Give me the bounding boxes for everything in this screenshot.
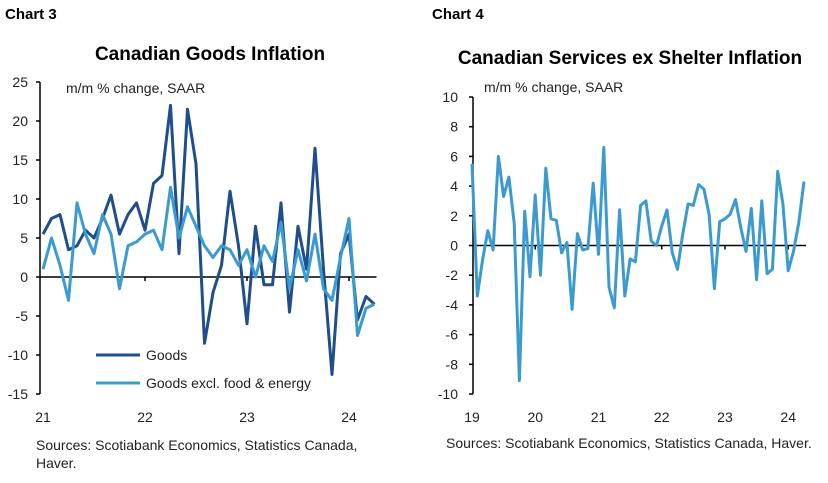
chart3-label: Chart 3 <box>5 6 57 23</box>
legend-label: Goods excl. food & energy <box>146 375 311 391</box>
chart4-y-tick-label: 6 <box>450 148 458 164</box>
chart3-y-tick-label: 15 <box>12 152 28 168</box>
chart3-subtitle: m/m % change, SAAR <box>66 80 205 96</box>
chart4-y-tick-label: -4 <box>446 297 459 313</box>
chart4-y-tick-label: -2 <box>446 267 459 283</box>
chart4-y-tick-label: -6 <box>446 327 459 343</box>
chart3-source: Sources: Scotiabank Economics, Statistic… <box>36 437 358 471</box>
chart3-series-goods <box>41 103 376 376</box>
chart3-x-tick-label: 23 <box>239 409 255 425</box>
chart3-series-goods-excl-food-energy <box>41 185 376 337</box>
chart4-x-tick-label: 22 <box>654 409 670 425</box>
chart4-x-tick-label: 20 <box>527 409 543 425</box>
legend-label: Goods <box>146 347 187 363</box>
chart3-y-tick-label: 0 <box>20 269 28 285</box>
chart4-y-tick-label: -8 <box>446 356 459 372</box>
chart3-title: Canadian Goods Inflation <box>94 44 326 65</box>
chart3-x-tick-label: 21 <box>35 409 51 425</box>
chart4-x-tick-label: 19 <box>464 409 480 425</box>
chart4-y-tick-label: 8 <box>450 119 458 135</box>
chart4-series-0 <box>470 146 806 383</box>
chart3-y-tick-label: -10 <box>8 347 28 363</box>
chart4-y-tick-label: 4 <box>450 178 458 194</box>
chart3-x-tick-label: 22 <box>137 409 153 425</box>
chart4-y-tick-label: 2 <box>450 208 458 224</box>
chart4-x-tick-label: 24 <box>780 409 796 425</box>
chart4-label: Chart 4 <box>432 6 484 23</box>
chart3-y-tick-label: 5 <box>20 230 28 246</box>
chart4-y-tick-label: -10 <box>438 386 458 402</box>
chart4-subtitle: m/m % change, SAAR <box>484 79 623 95</box>
chart4-x-tick-label: 23 <box>717 409 733 425</box>
chart3-y-tick-label: 25 <box>12 74 28 90</box>
chart3-y-tick-label: 10 <box>12 191 28 207</box>
chart3-y-tick-label: -5 <box>16 308 29 324</box>
chart3-x-tick-label: 24 <box>341 409 357 425</box>
chart4-source: Sources: Scotiabank Economics, Statistic… <box>446 435 812 451</box>
chart4-y-tick-label: 10 <box>442 89 458 105</box>
chart3-y-tick-label: -15 <box>8 386 28 402</box>
chart4-x-tick-label: 21 <box>591 409 607 425</box>
chart4-title: Canadian Services ex Shelter Inflation <box>457 48 803 69</box>
chart3-y-tick-label: 20 <box>12 113 28 129</box>
chart4-y-tick-label: 0 <box>450 238 458 254</box>
